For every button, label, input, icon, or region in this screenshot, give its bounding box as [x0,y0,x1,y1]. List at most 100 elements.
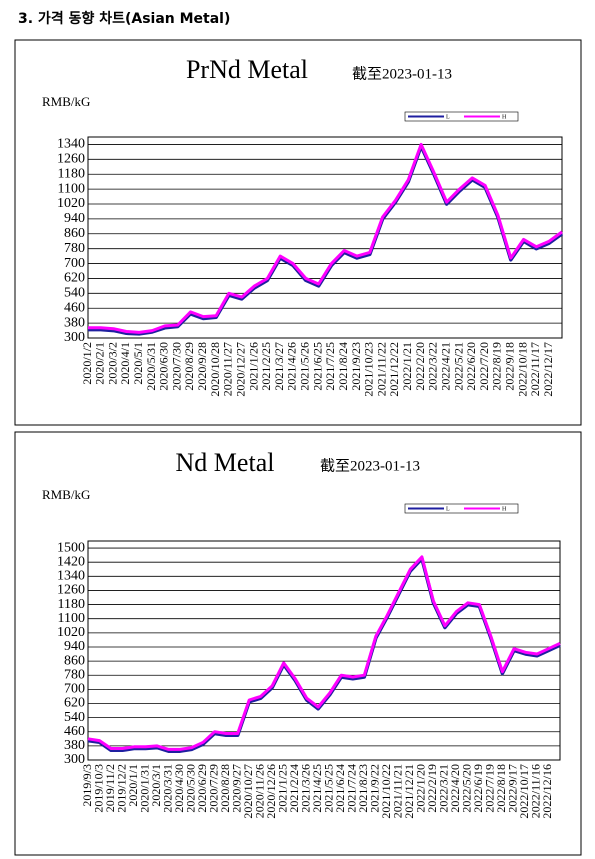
y-tick-label: 1100 [58,611,85,626]
chart-title: PrNd Metal [186,55,308,84]
x-tick-label: 2022/6/19 [471,764,485,813]
x-tick-label: 2020/6/30 [157,342,171,391]
x-tick-label: 2020/8/28 [218,764,232,813]
x-tick-label: 2022/12/17 [541,342,555,397]
plot-area [87,540,561,761]
x-tick-label: 2022/3/22 [426,342,440,391]
x-tick-label: 2022/10/18 [515,342,529,397]
y-tick-label: 540 [64,286,85,301]
y-tick-label: 1020 [57,196,85,211]
x-tick-label: 2022/2/20 [413,342,427,391]
y-tick-label: 1020 [57,625,85,640]
x-tick-label: 2020/9/27 [229,764,243,813]
legend-label: H [502,114,507,120]
y-tick-label: 700 [64,256,85,271]
x-tick-label: 2020/5/31 [144,342,158,391]
x-tick-label: 2021/2/24 [287,764,301,813]
x-tick-label: 2021/10/23 [362,342,376,397]
x-tick-label: 2020/12/26 [264,764,278,819]
x-tick-label: 2021/9/22 [368,764,382,813]
x-tick-label: 2022/6/20 [464,342,478,391]
chart-title: Nd Metal [176,448,275,477]
x-tick-label: 2020/10/27 [241,764,255,819]
x-tick-label: 2021/9/23 [349,342,363,391]
x-tick-label: 2021/11/22 [374,342,388,396]
x-tick-label: 2022/9/18 [503,342,517,391]
x-tick-label: 2020/3/2 [105,342,119,385]
x-tick-label: 2021/8/23 [356,764,370,813]
y-tick-label: 1500 [57,540,85,555]
x-tick-label: 2020/1/31 [137,764,151,813]
x-tick-label: 2020/7/30 [169,342,183,391]
chart-subtitle: 截至2023-01-13 [320,457,420,474]
x-tick-label: 2020/6/29 [195,764,209,813]
x-tick-label: 2021/3/26 [298,764,312,813]
x-tick-label: 2022/8/19 [490,342,504,391]
x-tick-label: 2020/8/29 [182,342,196,391]
x-tick-label: 2022/1/20 [414,764,428,813]
x-tick-label: 2021/2/25 [259,342,273,391]
x-tick-label: 2022/11/17 [528,342,542,396]
y-tick-label: 940 [64,211,85,226]
x-tick-label: 2020/3/1 [149,764,163,807]
x-tick-label: 2021/1/26 [246,342,260,391]
y-tick-label: 1180 [58,166,85,181]
y-axis-label: RMB/kG [42,487,90,502]
x-tick-label: 2021/1/25 [275,764,289,813]
x-tick-label: 2020/7/29 [206,764,220,813]
legend-label: H [502,506,507,512]
x-tick-label: 2021/8/24 [336,342,350,391]
x-tick-label: 2021/10/22 [379,764,393,819]
x-tick-label: 2022/5/20 [460,764,474,813]
legend-box [404,503,519,514]
series-line [87,555,561,751]
x-tick-label: 2022/7/20 [477,342,491,391]
x-tick-label: 2021/7/25 [323,342,337,391]
y-tick-label: 460 [64,300,85,315]
y-tick-label: 1340 [57,137,85,152]
legend-label: L [446,114,450,120]
chart-frame [14,39,582,426]
y-tick-label: 620 [64,271,85,286]
x-tick-label: 2020/12/27 [233,342,247,397]
y-tick-label: 860 [64,653,85,668]
y-tick-label: 1100 [58,181,85,196]
y-tick-label: 460 [64,724,85,739]
y-tick-label: 380 [64,738,85,753]
y-tick-label: 540 [64,710,85,725]
x-tick-label: 2020/1/2 [80,342,94,385]
x-tick-label: 2022/4/20 [448,764,462,813]
chart-subtitle: 截至2023-01-13 [352,65,452,82]
x-tick-label: 2022/5/21 [451,342,465,391]
y-axis-label: RMB/kG [42,94,90,109]
x-tick-label: 2021/4/25 [310,764,324,813]
y-tick-label: 1340 [57,569,85,584]
x-tick-label: 2020/5/1 [131,342,145,385]
y-tick-label: 300 [64,752,85,767]
plot-area [87,136,563,339]
x-tick-label: 2020/10/28 [208,342,222,397]
y-tick-label: 700 [64,682,85,697]
x-tick-label: 2020/11/26 [252,764,266,818]
x-tick-label: 2019/11/2 [103,764,117,812]
x-tick-label: 2022/1/21 [400,342,414,391]
x-tick-label: 2020/9/28 [195,342,209,391]
x-tick-label: 2021/3/27 [272,342,286,391]
x-tick-label: 2020/4/30 [172,764,186,813]
x-tick-label: 2019/10/3 [91,764,105,813]
heading: 3. 가격 동향 차트(Asian Metal) [18,10,230,27]
y-tick-label: 1260 [57,152,85,167]
x-tick-label: 2022/3/21 [437,764,451,813]
legend-box [404,111,519,122]
x-tick-label: 2020/5/30 [183,764,197,813]
x-tick-label: 2022/10/17 [517,764,531,819]
x-tick-label: 2021/6/24 [333,764,347,813]
x-tick-label: 2022/11/16 [529,764,543,818]
x-tick-label: 2021/12/22 [387,342,401,397]
chart-frame [14,431,582,856]
x-tick-label: 2020/4/1 [118,342,132,385]
y-tick-label: 780 [64,667,85,682]
x-tick-label: 2021/7/24 [345,764,359,813]
x-tick-label: 2020/11/27 [221,342,235,396]
